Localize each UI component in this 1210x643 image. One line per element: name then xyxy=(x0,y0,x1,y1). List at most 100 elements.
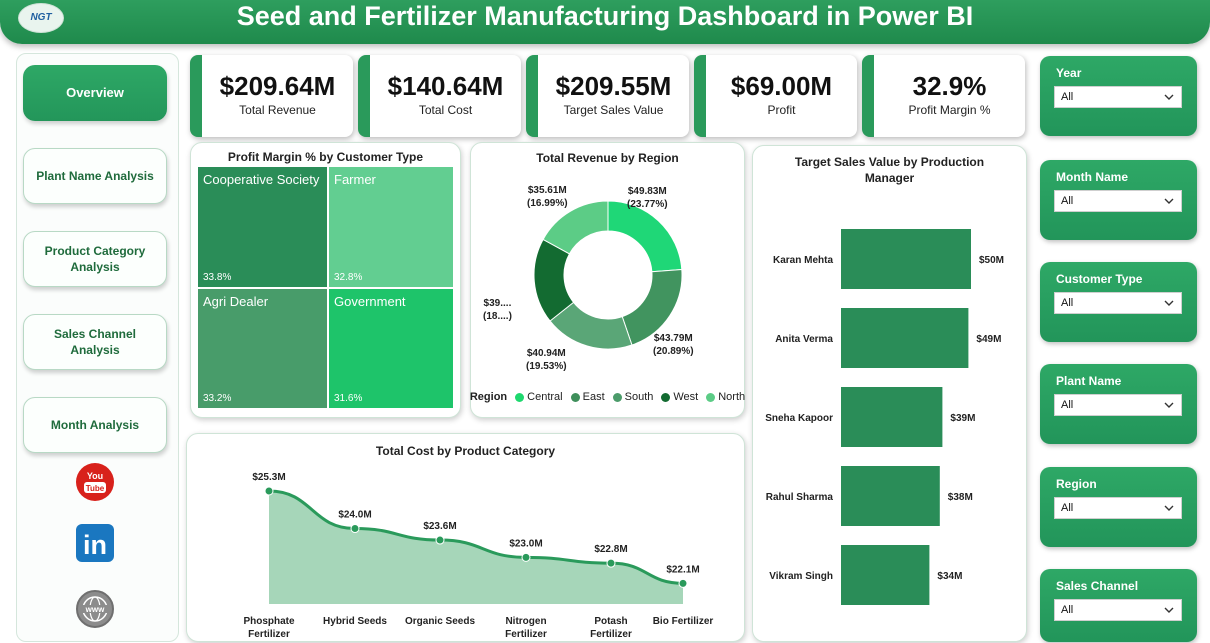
month-name-dropdown[interactable]: All xyxy=(1054,190,1182,212)
sales-channel-dropdown[interactable]: All xyxy=(1054,599,1182,621)
area-category-label: Fertilizer xyxy=(248,629,290,640)
nav-overview-button[interactable]: Overview xyxy=(23,65,167,121)
donut-chart xyxy=(533,200,683,350)
area-value-label: $23.0M xyxy=(509,538,542,549)
legend-item-south[interactable]: South xyxy=(612,391,653,403)
area-category-label: Nitrogen xyxy=(505,616,546,627)
kpi-total-cost: $140.64M Total Cost xyxy=(358,55,521,137)
filter-plant-name: Plant Name All xyxy=(1040,364,1197,444)
legend-item-central[interactable]: Central xyxy=(515,391,563,403)
area-point[interactable] xyxy=(678,578,688,588)
donut-label-west: $39.... (18....) xyxy=(483,298,512,322)
treemap-cell-value: 32.8% xyxy=(334,272,363,283)
area-chart-card: Total Cost by Product Category $25.3M Pho… xyxy=(186,433,745,642)
donut-card: Total Revenue by Region $49.83M (23.77%)… xyxy=(470,142,745,418)
bar-chart: Karan Mehta $50M Anita Verma $49M Sneha Kapo… xyxy=(765,229,1004,605)
treemap-cell-value: 31.6% xyxy=(334,393,363,404)
kpi-label: Total Cost xyxy=(418,103,473,117)
kpi-label: Profit xyxy=(767,103,796,117)
treemap-card: Profit Margin % by Customer Type Coopera… xyxy=(190,142,461,418)
bar-value-label: $34M xyxy=(937,571,962,582)
nav-plant-name-button[interactable]: Plant Name Analysis xyxy=(23,148,167,204)
filter-region: Region All xyxy=(1040,467,1197,547)
treemap-cell-agri-dealer[interactable]: Agri Dealer 33.2% xyxy=(198,289,327,408)
kpi-label: Total Revenue xyxy=(239,103,316,117)
treemap-cell-farmer[interactable]: Farmer 32.8% xyxy=(329,167,453,287)
treemap-cell-name: Agri Dealer xyxy=(203,294,269,309)
legend-item-west[interactable]: West xyxy=(661,391,698,403)
kpi-target-sales-value: $209.55M Target Sales Value xyxy=(526,55,689,137)
nav-sales-channel-button[interactable]: Sales Channel Analysis xyxy=(23,314,167,370)
filter-label: Month Name xyxy=(1056,170,1128,184)
area-value-label: $22.8M xyxy=(594,544,627,555)
area-value-label: $22.1M xyxy=(666,564,699,575)
bar-anita-verma[interactable] xyxy=(841,308,969,368)
filter-label: Plant Name xyxy=(1056,374,1122,388)
bar-category-label: Vikram Singh xyxy=(769,571,833,582)
treemap-cell-government[interactable]: Government 31.6% xyxy=(329,289,453,408)
bar-chart-card: Target Sales Value by Production Manager… xyxy=(752,145,1027,642)
bar-karan-mehta[interactable] xyxy=(841,229,971,289)
area-category-label: Bio Fertilizer xyxy=(653,616,714,627)
donut-slice-central[interactable] xyxy=(542,200,609,255)
area-point[interactable] xyxy=(435,535,445,545)
area-category-label: Organic Seeds xyxy=(405,616,475,627)
region-dropdown[interactable]: All xyxy=(1054,497,1182,519)
donut-slice-north[interactable] xyxy=(607,200,683,273)
area-point[interactable] xyxy=(606,558,616,568)
area-chart: $25.3M Phosphate Fertilizer $24.0M Hybrid Se… xyxy=(243,472,714,640)
bar-vikram-singh[interactable] xyxy=(841,545,930,605)
bar-value-label: $50M xyxy=(979,255,1004,266)
nav-product-category-button[interactable]: Product Category Analysis xyxy=(23,231,167,287)
plant-name-dropdown[interactable]: All xyxy=(1054,394,1182,416)
area-category-label: Fertilizer xyxy=(505,629,547,640)
kpi-total-revenue: $209.64M Total Revenue xyxy=(190,55,353,137)
chevron-down-icon xyxy=(1164,607,1174,613)
area-point[interactable] xyxy=(521,552,531,562)
kpi-label: Profit Margin % xyxy=(908,103,991,117)
svg-text:www: www xyxy=(85,605,105,614)
area-value-label: $25.3M xyxy=(252,472,285,483)
treemap-cell-cooperative-society[interactable]: Cooperative Society 33.8% xyxy=(198,167,327,287)
kpi-label: Target Sales Value xyxy=(563,103,664,117)
linkedin-icon[interactable]: in xyxy=(75,523,115,563)
bar-sneha-kapoor[interactable] xyxy=(841,387,943,447)
filter-sales-channel: Sales Channel All xyxy=(1040,569,1197,642)
area-point[interactable] xyxy=(264,486,274,496)
year-dropdown[interactable]: All xyxy=(1054,86,1182,108)
title-bar xyxy=(0,0,1210,44)
donut-label-central: $35.61M (16.99%) xyxy=(527,185,568,209)
bar-value-label: $49M xyxy=(976,334,1001,345)
chevron-down-icon xyxy=(1164,198,1174,204)
youtube-icon[interactable]: You Tube xyxy=(75,462,115,502)
kpi-profit-margin: 32.9% Profit Margin % xyxy=(862,55,1025,137)
nav-month-button[interactable]: Month Analysis xyxy=(23,397,167,453)
customer-type-dropdown[interactable]: All xyxy=(1054,292,1182,314)
area-line xyxy=(268,489,684,585)
filter-customer-type: Customer Type All xyxy=(1040,262,1197,342)
kpi-value: $140.64M xyxy=(387,71,504,101)
bar-value-label: $39M xyxy=(950,413,975,424)
chevron-down-icon xyxy=(1164,505,1174,511)
filter-label: Sales Channel xyxy=(1056,579,1139,593)
legend-item-north[interactable]: North xyxy=(706,391,745,403)
bar-category-label: Sneha Kapoor xyxy=(765,413,833,424)
area-value-label: $24.0M xyxy=(338,510,371,521)
bar-rahul-sharma[interactable] xyxy=(841,466,940,526)
area-category-label: Fertilizer xyxy=(590,629,632,640)
treemap-cell-value: 33.2% xyxy=(203,393,232,404)
web-icon[interactable]: www xyxy=(75,589,115,629)
chart-title: Profit Margin % by Customer Type xyxy=(227,150,424,164)
chevron-down-icon xyxy=(1164,94,1174,100)
kpi-value: $69.00M xyxy=(730,71,833,101)
chart-title: Total Cost by Product Category xyxy=(375,444,556,458)
filter-month-name: Month Name All xyxy=(1040,160,1197,240)
chart-title: Target Sales Value by Production Manager xyxy=(794,155,985,185)
donut-label-south: $43.79M (20.89%) xyxy=(653,333,694,357)
kpi-value: $209.64M xyxy=(219,71,336,101)
logo-text: NGT xyxy=(30,12,52,23)
area-category-label: Potash xyxy=(594,616,627,627)
legend-item-east[interactable]: East xyxy=(570,391,605,403)
svg-text:in: in xyxy=(83,530,107,560)
area-point[interactable] xyxy=(350,524,360,534)
